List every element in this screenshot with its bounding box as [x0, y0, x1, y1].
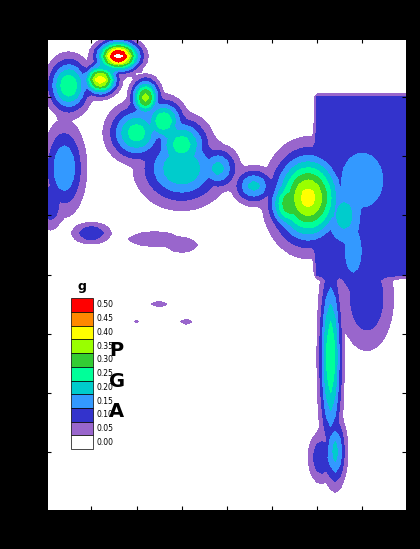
Text: 0.45: 0.45	[97, 314, 114, 323]
Text: A: A	[109, 402, 124, 421]
Text: G: G	[109, 372, 125, 391]
Text: 0.10: 0.10	[97, 410, 114, 419]
Text: 0.40: 0.40	[97, 328, 114, 337]
Text: 0.50: 0.50	[97, 300, 114, 310]
Bar	[71, 312, 93, 326]
Text: 0.35: 0.35	[97, 341, 114, 351]
Text: 0.30: 0.30	[97, 355, 114, 365]
Bar	[71, 339, 93, 353]
Bar	[71, 298, 93, 312]
Text: 0.05: 0.05	[97, 424, 114, 433]
Text: P: P	[110, 341, 124, 361]
Bar	[71, 367, 93, 380]
Text: 0.20: 0.20	[97, 383, 114, 392]
Bar	[71, 326, 93, 339]
Text: 0.00: 0.00	[97, 438, 114, 447]
Bar	[71, 435, 93, 449]
Text: 0.25: 0.25	[97, 369, 114, 378]
Bar	[71, 422, 93, 435]
Text: 0.15: 0.15	[97, 396, 114, 406]
Text: g: g	[78, 281, 87, 293]
Bar	[71, 380, 93, 394]
Bar	[71, 394, 93, 408]
Bar	[71, 408, 93, 422]
Bar	[71, 353, 93, 367]
